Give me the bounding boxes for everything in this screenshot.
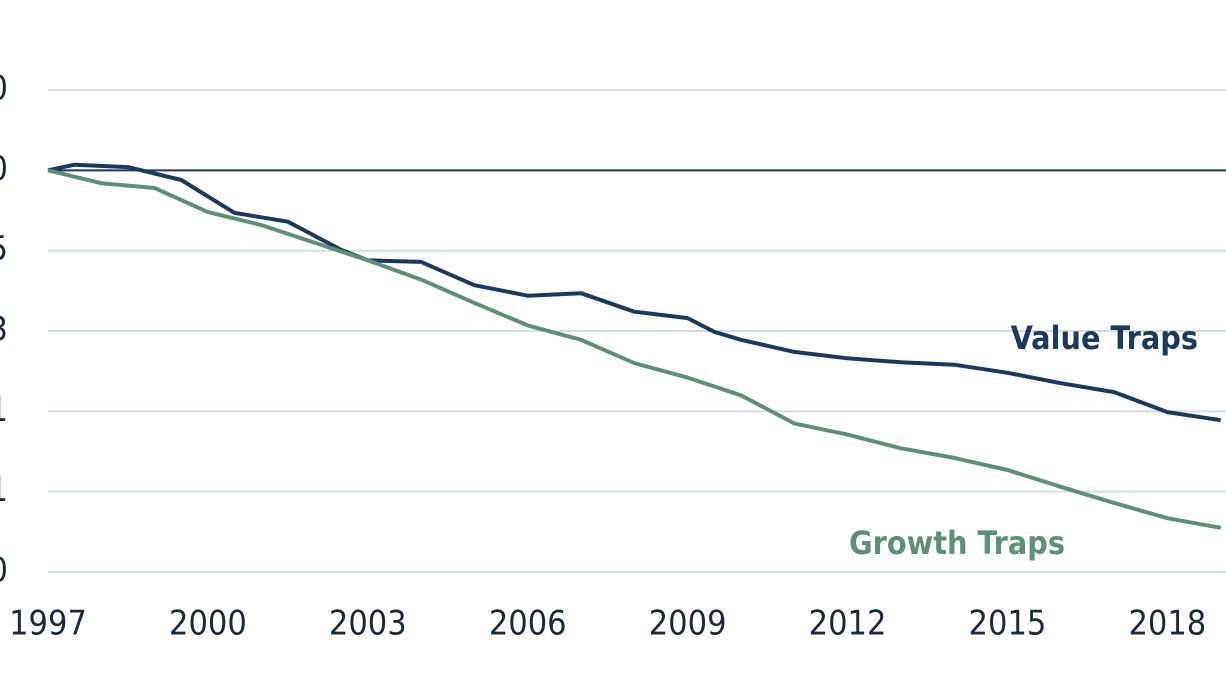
y-tick-label: 1 <box>0 390 8 430</box>
x-tick-label: 1997 <box>9 604 87 644</box>
y-tick-label: 0 <box>0 149 8 189</box>
x-tick-label: 2015 <box>969 604 1047 644</box>
x-tick-label: 2000 <box>169 604 247 644</box>
y-tick-label: 0 <box>0 551 8 591</box>
y-tick-label: 5 <box>0 229 8 269</box>
x-tick-label: 2009 <box>649 604 727 644</box>
series-label: Value Traps <box>1011 319 1198 357</box>
y-tick-label: 3 <box>0 310 8 350</box>
x-tick-label: 2003 <box>329 604 407 644</box>
data-line <box>47 168 1222 530</box>
series-label: Growth Traps <box>849 524 1065 562</box>
y-tick-label: 0 <box>0 69 8 109</box>
y-tick-label: 1 <box>0 470 8 510</box>
x-tick-label: 2018 <box>1128 604 1206 644</box>
x-tick-label: 2012 <box>809 604 887 644</box>
data-line <box>47 162 1222 423</box>
x-tick-label: 2006 <box>489 604 567 644</box>
